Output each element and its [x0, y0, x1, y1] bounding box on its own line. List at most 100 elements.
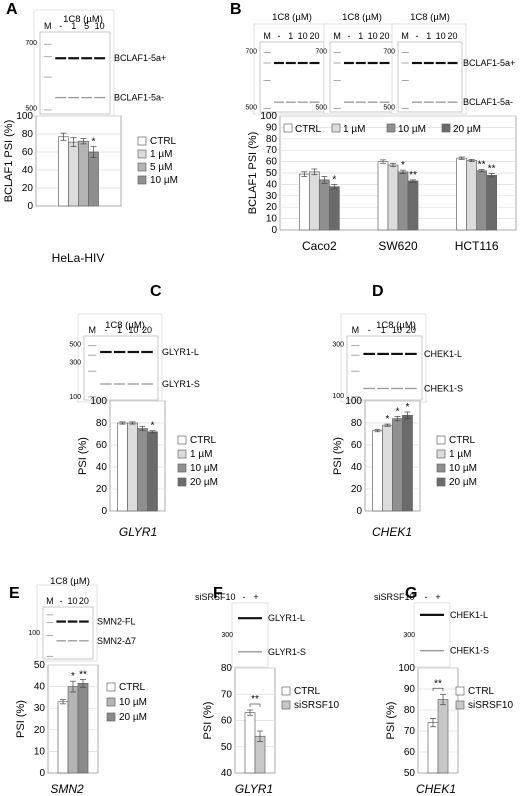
band-label-upper: CHEK1-L [450, 610, 488, 620]
y-tick-label: 30 [266, 191, 278, 202]
y-tick-label: 100 [90, 396, 107, 407]
bar [392, 418, 403, 512]
significance-mark: ** [478, 160, 486, 171]
y-tick-label: 20 [351, 484, 363, 495]
bar [397, 171, 409, 231]
significance-mark: * [401, 160, 405, 171]
lane-label: 1 [381, 325, 386, 335]
y-tick-label: 100 [260, 111, 277, 122]
category-label: CHEK1 [416, 782, 456, 796]
bar [437, 699, 449, 774]
bar [127, 422, 138, 512]
lane-label: 1 [288, 31, 293, 41]
gel-frame [42, 606, 94, 660]
legend-swatch [177, 435, 187, 445]
legend-label: 10 µM [398, 124, 426, 135]
y-axis-label: PSI (%) [385, 702, 397, 740]
ladder-size-label: 300 [403, 632, 415, 639]
y-tick-label: 60 [96, 440, 108, 451]
y-tick-label: 0 [356, 506, 362, 517]
ladder-size-label: 700 [383, 48, 395, 55]
y-tick-label: 20 [34, 725, 46, 736]
legend-swatch [281, 686, 291, 696]
bar [372, 430, 383, 512]
y-tick-label: 80 [266, 134, 278, 145]
legend-swatch [106, 682, 116, 692]
legend-label: 20 µM [190, 477, 218, 488]
treatment-header: 1C8 (µM) [342, 12, 382, 23]
y-tick-label: 100 [345, 396, 362, 407]
ladder-size-label: 700 [245, 48, 257, 55]
lane-label: 1 [117, 325, 122, 335]
bar [67, 686, 79, 774]
legend-label: 10 µM [190, 463, 218, 474]
bar [456, 157, 468, 231]
bar [88, 151, 99, 207]
y-tick-label: 90 [266, 122, 278, 133]
category-label: CHEK1 [372, 525, 412, 539]
si-lane-minus: - [425, 592, 428, 602]
panel-letter: D [372, 283, 384, 300]
significance-mark: ** [409, 170, 417, 181]
significance-mark: ** [251, 694, 259, 705]
significance-mark: * [406, 402, 410, 413]
legend-label: CTRL [468, 686, 495, 697]
y-tick-label: 60 [404, 747, 416, 758]
y-tick-label: 0 [39, 768, 45, 779]
y-tick-label: 60 [22, 147, 34, 158]
bar [58, 136, 69, 207]
y-tick-label: 70 [266, 145, 278, 156]
category-label: Caco2 [302, 239, 337, 253]
lane-label-marker: M [401, 31, 409, 41]
significance-mark: ** [488, 164, 496, 175]
significance-mark: ** [79, 669, 87, 680]
lane-label: 5 [84, 21, 89, 31]
bar [466, 160, 478, 231]
lane-label: 20 [310, 31, 320, 41]
significance-bracket [432, 687, 444, 692]
band-label-lower: GLYR1-S [268, 647, 306, 657]
ladder-size-label: 500 [25, 105, 37, 112]
legend-swatch [436, 477, 446, 487]
y-tick-label: 80 [221, 663, 233, 674]
lane-label: - [277, 31, 280, 41]
legend-label: CTRL [119, 682, 146, 693]
band-label-upper: GLYR1-L [162, 347, 199, 357]
ladder-size-label: 300 [69, 360, 81, 367]
y-tick-label: 80 [96, 418, 108, 429]
legend-swatch [106, 712, 116, 722]
legend-swatch [455, 686, 465, 696]
y-tick-label: 50 [266, 168, 278, 179]
legend-label: CTRL [190, 435, 217, 446]
significance-mark: * [396, 406, 400, 417]
bar [57, 701, 69, 774]
y-tick-label: 20 [22, 183, 34, 194]
legend-label: siSRSF10 [468, 700, 513, 711]
y-axis-label: PSI (%) [77, 437, 89, 475]
si-header-label: siSRSF10 [195, 592, 236, 602]
ladder-size-label: 100 [69, 394, 81, 401]
bar [308, 171, 320, 231]
legend-label: 10 µM [150, 175, 178, 186]
bar [244, 712, 256, 774]
bar [387, 164, 399, 231]
significance-mark: * [92, 137, 96, 148]
ladder-size-label: 500 [315, 104, 327, 111]
lane-label-marker: M [263, 31, 271, 41]
gel-frame [83, 335, 159, 401]
y-tick-label: 80 [404, 705, 416, 716]
y-tick-label: 60 [221, 716, 233, 727]
y-tick-label: 0 [271, 225, 277, 236]
gel-panel [231, 602, 269, 668]
bar [137, 428, 148, 512]
bar [117, 422, 128, 512]
legend-swatch [137, 149, 147, 159]
legend-swatch [106, 697, 116, 707]
legend-swatch [137, 175, 147, 185]
ladder-size-label: 300 [221, 632, 233, 639]
lane-label-marker: M [333, 31, 341, 41]
treatment-header: 1C8 (µM) [272, 12, 312, 23]
y-tick-label: 40 [351, 462, 363, 473]
lane-label-marker: M [88, 325, 96, 335]
